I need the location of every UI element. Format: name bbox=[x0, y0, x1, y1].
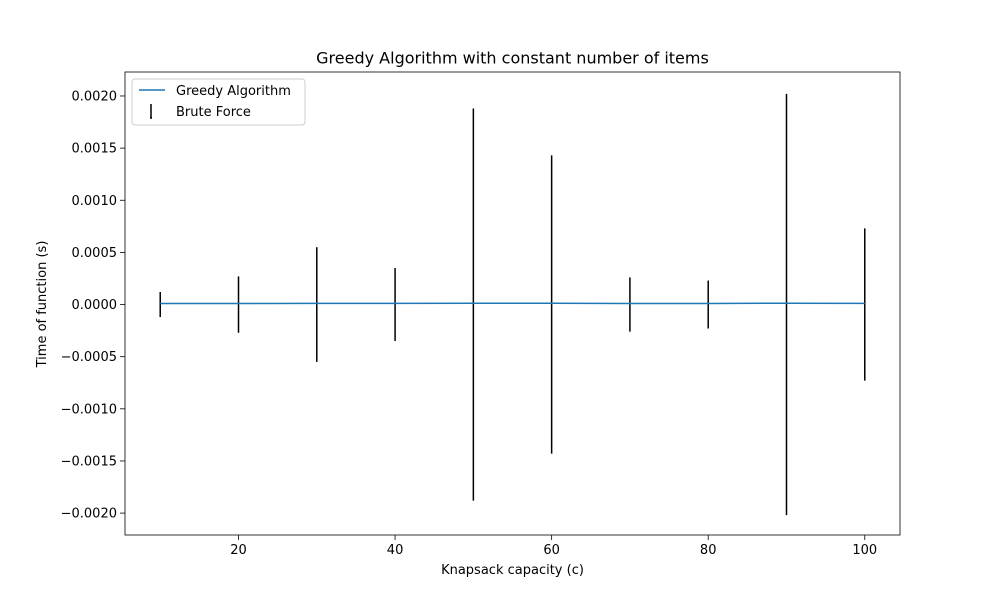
x-tick-label: 40 bbox=[387, 543, 404, 558]
x-tick-label: 20 bbox=[230, 543, 247, 558]
legend-box bbox=[131, 78, 306, 126]
y-tick-label: −0.0020 bbox=[61, 507, 117, 522]
x-tick-label: 80 bbox=[700, 543, 717, 558]
x-tick-label: 60 bbox=[543, 543, 560, 558]
y-tick-label: −0.0010 bbox=[61, 402, 117, 417]
x-tick-label: 100 bbox=[852, 543, 877, 558]
axes: 20 40 60 80 100 −0.0020 −0.0015 −0.0010 −0.0005 0… bbox=[61, 71, 901, 558]
y-tick-label: 0.0005 bbox=[72, 246, 118, 261]
y-tick-label: 0.0020 bbox=[72, 89, 118, 104]
y-tick-label: 0.0000 bbox=[72, 298, 118, 313]
x-axis-label: Knapsack capacity (c) bbox=[441, 563, 584, 578]
y-axis-label: Time of function (s) bbox=[35, 241, 50, 369]
brute-force-series bbox=[159, 93, 866, 516]
y-tick-label: 0.0010 bbox=[72, 194, 118, 209]
legend-brute-force-label: Brute Force bbox=[176, 105, 251, 120]
axes-frame bbox=[124, 71, 901, 536]
y-tick-label: −0.0015 bbox=[61, 454, 117, 469]
y-tick-label: −0.0005 bbox=[61, 350, 117, 365]
y-tick-label: 0.0015 bbox=[72, 142, 118, 157]
chart-title: Greedy Algorithm with constant number of… bbox=[316, 49, 709, 68]
legend-greedy-label: Greedy Algorithm bbox=[176, 84, 291, 99]
legend: Greedy Algorithm Brute Force bbox=[131, 78, 306, 126]
